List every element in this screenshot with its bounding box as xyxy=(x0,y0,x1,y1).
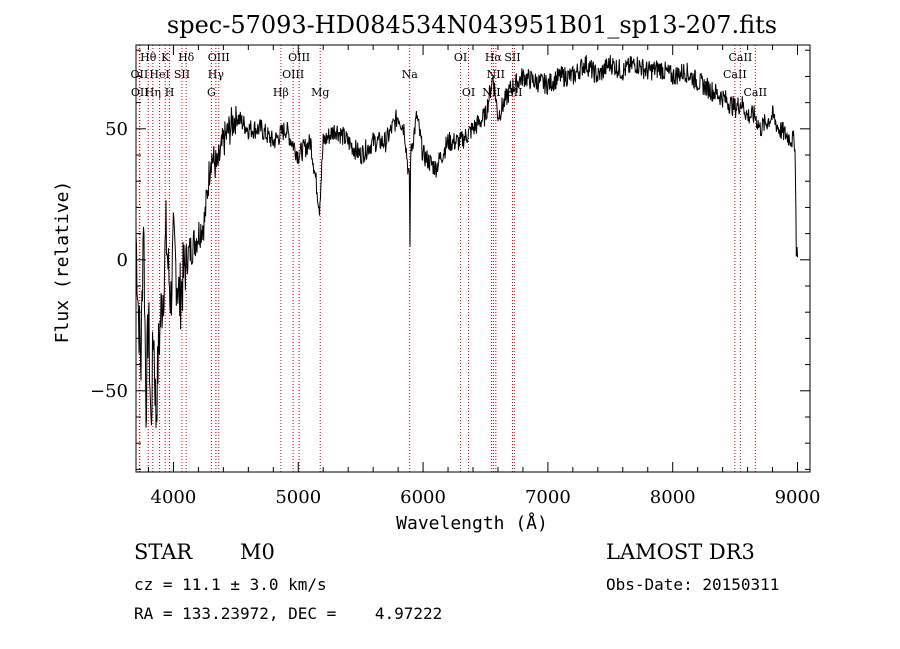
object-subclass: M0 xyxy=(240,540,275,564)
line-marker-label: Mg xyxy=(311,86,329,99)
y-tick-label: −50 xyxy=(90,381,128,402)
x-tick-label: 7000 xyxy=(525,487,571,508)
line-marker-label: Na xyxy=(402,68,419,81)
line-marker-label: NII xyxy=(487,68,505,81)
redshift-text: cz = 11.1 ± 3.0 km/s xyxy=(134,575,327,594)
x-tick-label: 8000 xyxy=(650,487,696,508)
line-marker-label: OI xyxy=(454,51,467,64)
line-marker-label: HeI xyxy=(149,68,169,81)
survey-name: LAMOST DR3 xyxy=(606,540,755,564)
line-marker-label: CaII xyxy=(743,86,767,99)
line-marker-label: OI xyxy=(462,86,475,99)
y-axis-label: Flux (relative) xyxy=(52,181,73,344)
x-axis-ticks: 4000 5000 6000 7000 8000 9000 xyxy=(147,45,821,508)
line-marker-label: Hη xyxy=(145,86,161,99)
y-tick-label: 50 xyxy=(105,119,128,140)
obs-date-text: Obs-Date: 20150311 xyxy=(606,575,779,594)
spectrum-line xyxy=(135,55,798,428)
y-axis-ticks: −50 0 50 xyxy=(90,49,810,470)
line-marker-label: G xyxy=(207,86,216,99)
line-marker-label: OIII xyxy=(208,51,230,64)
x-tick-label: 9000 xyxy=(775,487,821,508)
line-marker-label: CaII xyxy=(723,68,747,81)
line-marker-label: H xyxy=(165,86,175,99)
line-marker-label: SII xyxy=(174,68,190,81)
line-marker-label: NII xyxy=(482,86,500,99)
line-marker-label: OIII xyxy=(288,51,310,64)
y-tick-label: 0 xyxy=(117,250,128,271)
line-marker-label: K xyxy=(161,51,170,64)
line-marker-label: Hα xyxy=(485,51,503,64)
line-markers xyxy=(138,45,756,472)
line-marker-label: Hβ xyxy=(273,86,289,99)
x-axis-label: Wavelength (Å) xyxy=(396,512,548,534)
line-marker-labels: OII OII Hθ Hη HeI K H SII Hδ G Hγ OIII Hβ OIII OIII Mg N… xyxy=(131,51,768,99)
line-marker-label: CaII xyxy=(729,51,753,64)
chart-title: spec-57093-HD084534N043951B01_sp13-207.f… xyxy=(167,11,777,39)
line-marker-label: Hδ xyxy=(178,51,195,64)
line-marker-label: SII xyxy=(506,86,522,99)
line-marker-label: OII xyxy=(131,86,149,99)
line-marker-label: OIII xyxy=(282,68,304,81)
coordinates-text: RA = 133.23972, DEC = 4.97222 xyxy=(134,604,442,623)
line-marker-label: Hθ xyxy=(140,51,157,64)
x-tick-label: 5000 xyxy=(275,487,321,508)
line-marker-label: Hγ xyxy=(208,68,225,81)
object-class: STAR xyxy=(134,540,193,564)
line-marker-label: OII xyxy=(131,68,149,81)
x-tick-label: 6000 xyxy=(400,487,446,508)
plot-frame xyxy=(135,44,811,473)
x-tick-label: 4000 xyxy=(151,487,197,508)
line-marker-label: SII xyxy=(504,51,520,64)
